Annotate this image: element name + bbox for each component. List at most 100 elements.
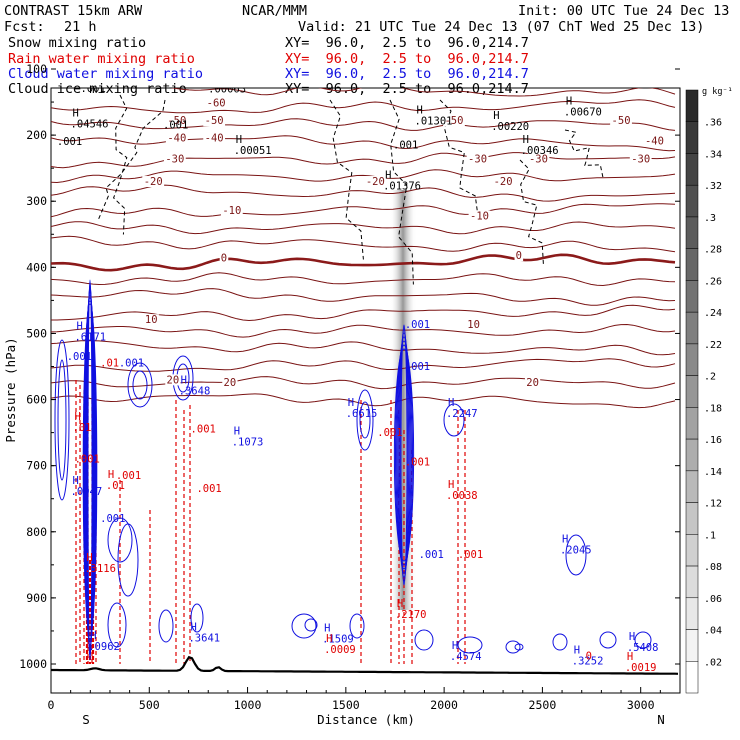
temperature-label-bg <box>205 97 228 109</box>
x-tick-label: 500 <box>139 698 160 712</box>
cloud-water-isoline <box>86 282 94 658</box>
cloud-water-isoline <box>54 339 70 501</box>
temperature-label: 20 <box>526 377 539 389</box>
temperature-label: -20 <box>366 176 385 188</box>
colorbar-swatch <box>685 629 699 662</box>
colorbar-swatch <box>685 248 699 281</box>
cloud-water-isoline <box>397 336 411 574</box>
x-tick-label: 3000 <box>627 698 655 712</box>
extremum-value: .1073 <box>232 437 264 449</box>
cloud-ice-isoline <box>329 99 364 260</box>
cloud-water-isoline <box>396 340 412 570</box>
contour-value-labels: .001.001.001.001.001.001.01.001.001.001.… <box>57 88 592 662</box>
extremum-kind: H <box>73 108 79 120</box>
colorbar-tick-label: .22 <box>704 340 722 351</box>
cloud-water-isoline <box>107 517 133 563</box>
colorbar-swatch <box>685 153 699 186</box>
extremum-kind: L <box>637 56 643 68</box>
extremum-value: .3648 <box>179 386 211 398</box>
temperature-label: -30 <box>165 154 184 166</box>
extremum-value: .3641 <box>188 632 220 644</box>
y-tick-label: 1000 <box>19 657 47 671</box>
cloud-water-isoline <box>359 401 371 439</box>
extremum-value: .0009 <box>324 644 356 656</box>
temperature-isotherm <box>51 253 676 272</box>
temperature-isotherm <box>51 221 676 235</box>
temperature-label: 10 <box>467 319 480 331</box>
temperature-label-bg <box>222 377 238 389</box>
temperature-label-bg <box>203 132 226 144</box>
cloud-water-isoline <box>514 643 524 651</box>
colorbar-tick-label: .18 <box>704 403 722 414</box>
temperature-label-bg <box>643 135 666 147</box>
temperature-label-bg <box>165 115 188 127</box>
cloud-water-isoline <box>190 603 204 633</box>
cloud-water-isoline <box>132 370 148 400</box>
extremum-value: .2170 <box>395 609 427 621</box>
valid-time: Valid: 21 UTC Tue 24 Dec 13 (07 ChT Wed … <box>298 19 704 35</box>
temperature-label-bg <box>468 210 491 222</box>
temperature-isotherm <box>51 323 676 338</box>
cloud-ice-isoline <box>97 99 166 220</box>
extremum-kind: H <box>86 552 92 564</box>
colorbar-tick-label: .08 <box>704 562 722 573</box>
temperature-label-bg <box>163 153 186 165</box>
x-tick-label: 1500 <box>332 698 360 712</box>
y-tick-label: 600 <box>26 393 47 407</box>
temperature-label: -20 <box>144 176 163 188</box>
colorbar-tick-label: .02 <box>704 657 722 668</box>
plot-content: -80-80 -80-70-60-50 -50 -50 -50-40 -40 -40-30-… <box>51 56 679 675</box>
extremum-value: .2045 <box>560 544 592 556</box>
colorbar-tick-label: .06 <box>704 594 722 605</box>
extremum-value: .4574 <box>450 651 482 663</box>
extremum-value: .00670 <box>564 107 602 119</box>
extremum-kind: H <box>562 533 568 545</box>
x-axis-end: N <box>657 712 665 727</box>
temperature-label: -80 <box>588 68 607 80</box>
field-snow-label: Snow mixing ratio <box>8 35 146 51</box>
cloud-water-isoline <box>395 344 413 566</box>
field-rain-label: Rain water mixing ratio <box>8 51 195 67</box>
temperature-label-bg <box>524 377 541 389</box>
extremum-kind: H <box>385 170 391 182</box>
colorbar-unit: g kg⁻¹ <box>702 87 733 97</box>
cloud-water-isoline <box>86 285 94 655</box>
colorbar-swatch <box>685 470 699 503</box>
colorbar-swatch <box>685 121 699 154</box>
extremum-value: .01301 <box>415 115 453 127</box>
cloud-water-isoline <box>107 602 127 648</box>
colorbar-swatch <box>685 343 699 376</box>
x-axis-label: Distance (km) <box>317 712 415 727</box>
extremum-kind: L <box>550 56 556 68</box>
extremum-kind: H <box>523 134 529 146</box>
extremum-kind: H <box>326 633 332 645</box>
cloud-ice-isoline <box>519 159 544 265</box>
colorbar-swatch <box>685 597 699 630</box>
contour-value-label: .001 <box>57 136 82 148</box>
cloud-ice-isoline <box>113 94 128 235</box>
extremum-value: .00220 <box>491 121 529 133</box>
temperature-label-bg <box>165 132 188 144</box>
extremum-value: .2247 <box>446 408 478 420</box>
temperature-label-bg <box>220 205 243 217</box>
temperature-contour-labels: -80-80 -80-70-60-50 -50 -50 -50-40 -40 -40-30-… <box>142 68 666 389</box>
extremum-kind: H <box>397 598 403 610</box>
cloud-water-isoline <box>117 523 139 597</box>
contour-value-label: .001 <box>405 361 430 373</box>
extremum-kind: H <box>448 479 454 491</box>
cloud-water-isoline <box>599 631 617 649</box>
contour-value-label: .001 <box>405 319 430 331</box>
temperature-label: -40 <box>167 132 186 144</box>
extremum-value: .00346 <box>521 145 559 157</box>
temperature-label-bg <box>587 68 609 79</box>
cloud-water-isoline <box>84 294 96 646</box>
y-tick-label: 900 <box>26 591 47 605</box>
contour-value-label: .001 <box>419 549 444 561</box>
contour-value-label: .001 <box>191 424 216 436</box>
cloud-water-isoline <box>304 618 318 632</box>
temperature-label: -20 <box>494 176 513 188</box>
contour-value-label: 0 <box>586 650 592 662</box>
temperature-label-bg <box>492 176 514 188</box>
x-tick-label: 2000 <box>430 698 458 712</box>
cloud-water-isoline <box>505 640 521 654</box>
